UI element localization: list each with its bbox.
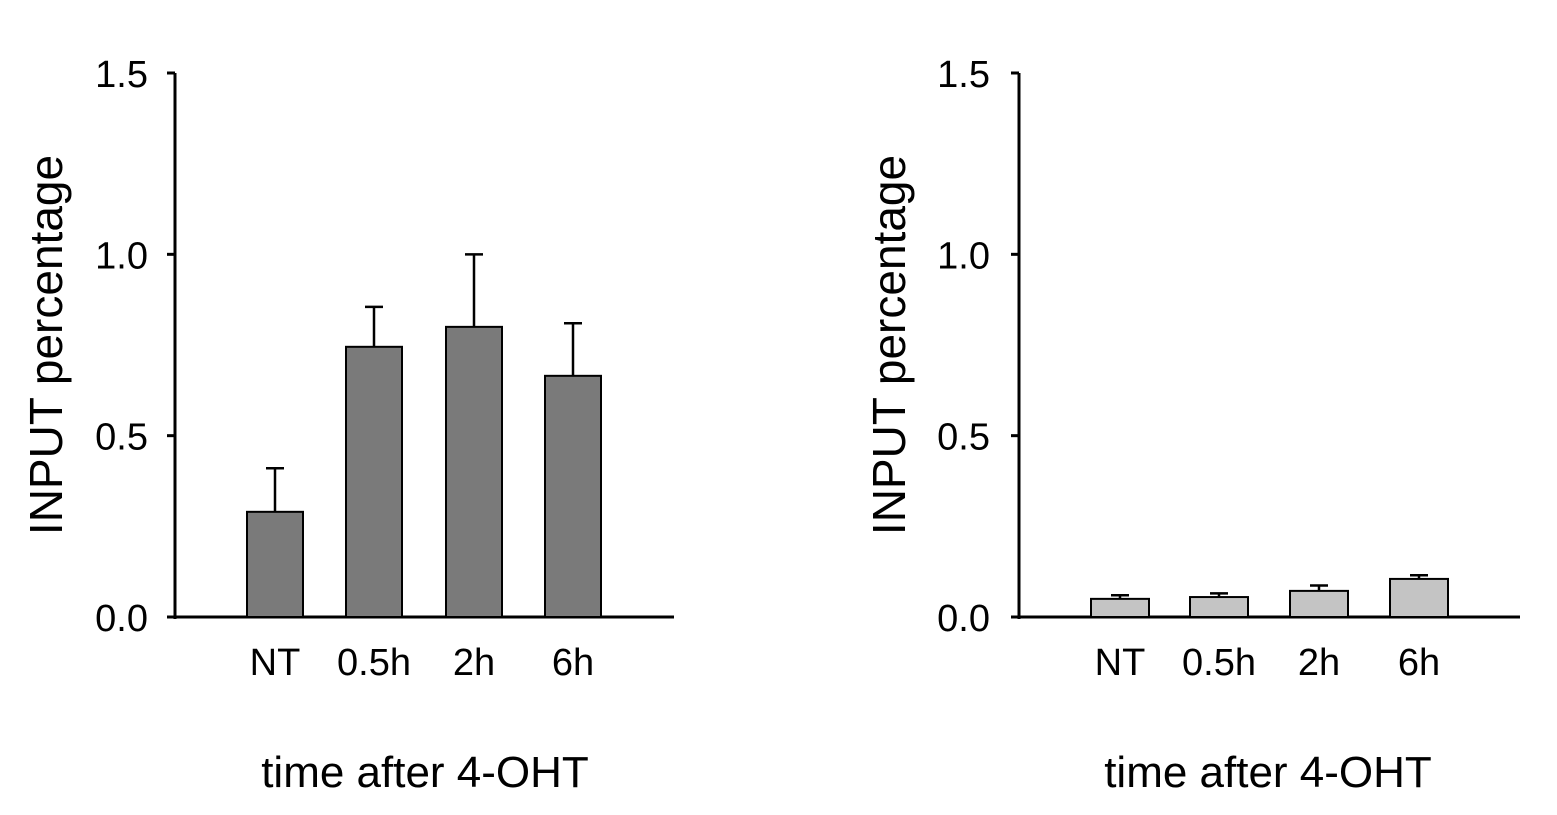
y-axis-label: INPUT percentage [20, 155, 72, 535]
x-tick-label: 6h [552, 642, 594, 684]
bar-NT [1090, 597, 1150, 618]
y-tick-label: 0.0 [937, 598, 990, 640]
y-tick-label: 0.5 [95, 417, 148, 459]
y-tick-label: 1.0 [95, 235, 148, 277]
bar-6h [1389, 577, 1449, 618]
bar-2h [445, 325, 503, 618]
bar-NT [246, 510, 304, 618]
bar-2h [1289, 589, 1349, 618]
bars [246, 253, 602, 618]
y-axis-label: INPUT percentage [863, 155, 915, 535]
x-tick-labels: NT 0.5h 2h 6h [1095, 642, 1440, 684]
x-tick-label: NT [250, 642, 301, 684]
x-tick-label: 2h [453, 642, 495, 684]
x-tick-label: 0.5h [337, 642, 411, 684]
y-ticks: 0.0 0.5 1.0 1.5 [95, 54, 175, 640]
y-tick-label: 1.5 [937, 54, 990, 96]
x-tick-label: 0.5h [1182, 642, 1256, 684]
x-axis-label: time after 4-OHT [261, 748, 589, 797]
x-tick-label: NT [1095, 642, 1146, 684]
y-ticks: 0.0 0.5 1.0 1.5 [937, 54, 1019, 640]
chart-panel-right: INPUT percentage time after 4-OHT 0.0 0.5… [863, 54, 1520, 797]
bar-0.5h [1189, 596, 1249, 619]
bar-0.5h [345, 345, 403, 618]
bar-6h [544, 374, 602, 618]
x-tick-label: 2h [1298, 642, 1340, 684]
chart-panel-left: INPUT percentage time after 4-OHT 0.0 0.5… [20, 54, 674, 797]
x-tick-label: 6h [1398, 642, 1440, 684]
y-tick-label: 0.5 [937, 417, 990, 459]
y-tick-label: 0.0 [95, 598, 148, 640]
bars [1090, 574, 1449, 619]
x-tick-labels: NT 0.5h 2h 6h [250, 642, 594, 684]
y-tick-label: 1.0 [937, 235, 990, 277]
x-axis-label: time after 4-OHT [1104, 748, 1432, 797]
y-tick-label: 1.5 [95, 54, 148, 96]
